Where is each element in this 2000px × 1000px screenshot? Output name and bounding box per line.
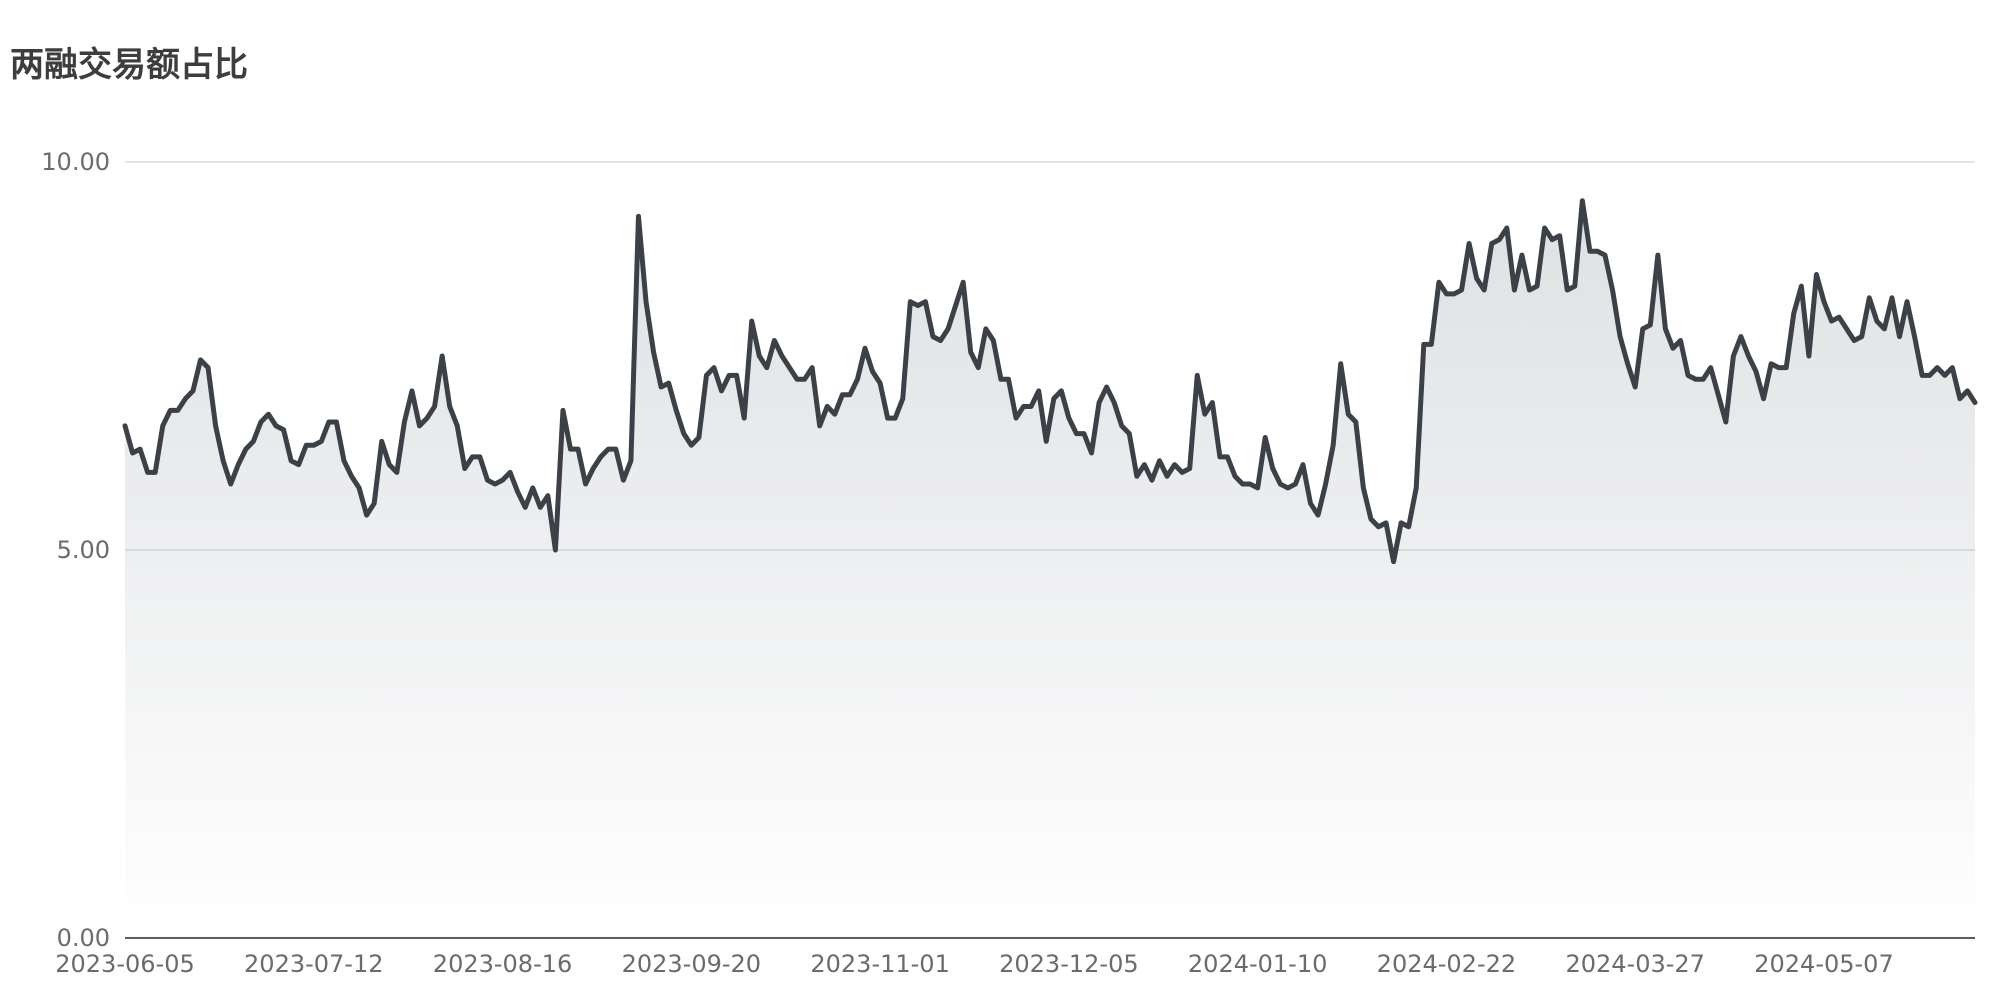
y-tick-label: 5.00 xyxy=(57,536,110,564)
area-fill xyxy=(125,200,1975,939)
x-tick-label: 2023-09-20 xyxy=(622,950,761,978)
x-tick-label: 2023-11-01 xyxy=(810,950,949,978)
y-axis-ticks: 0.00 5.00 10.00 xyxy=(41,148,110,952)
series-area xyxy=(125,200,1975,939)
x-axis-ticks: 2023-06-05 2023-07-12 2023-08-16 2023-09-20… xyxy=(55,950,1893,978)
x-tick-label: 2023-12-05 xyxy=(999,950,1138,978)
x-tick-label: 2023-07-12 xyxy=(244,950,383,978)
x-tick-label: 2024-05-07 xyxy=(1754,950,1893,978)
y-tick-label: 10.00 xyxy=(41,148,110,176)
x-tick-label: 2024-02-22 xyxy=(1377,950,1516,978)
x-tick-label: 2024-03-27 xyxy=(1565,950,1704,978)
x-tick-label: 2024-01-10 xyxy=(1188,950,1327,978)
series-line-group xyxy=(122,198,1978,565)
chart-title: 两融交易额占比 xyxy=(10,45,248,85)
x-tick-label: 2023-08-16 xyxy=(433,950,572,978)
x-tick-label: 2023-06-05 xyxy=(55,950,194,978)
series-line xyxy=(122,198,1978,565)
y-tick-label: 0.00 xyxy=(57,924,110,952)
